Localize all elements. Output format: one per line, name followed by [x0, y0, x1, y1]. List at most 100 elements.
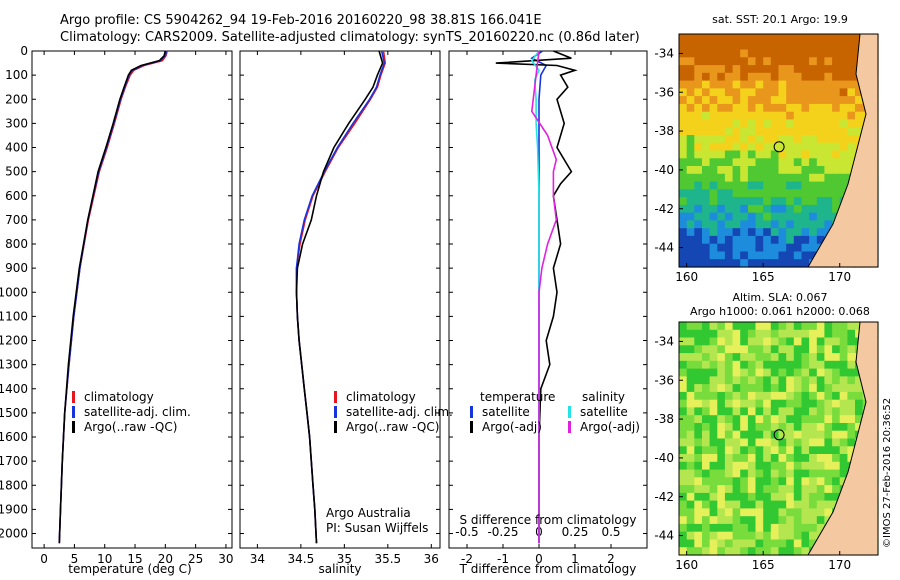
- map-cell: [809, 360, 818, 370]
- map-cell: [724, 80, 734, 89]
- map-cell: [809, 173, 818, 183]
- map-cell: [747, 173, 757, 183]
- map-cell: [732, 111, 741, 121]
- map-cell: [793, 119, 803, 128]
- map-cell: [702, 454, 711, 463]
- map-cell: [770, 423, 780, 432]
- map-cell: [755, 531, 764, 541]
- plot-frame: [239, 50, 441, 549]
- map-cell: [770, 204, 780, 214]
- map-cell: [679, 516, 688, 525]
- map-cell: [679, 228, 688, 237]
- map-cell: [793, 111, 803, 121]
- map-cell: [824, 329, 833, 339]
- s-tick-label: -0.25: [487, 525, 518, 539]
- map-cell: [786, 228, 795, 237]
- map-cell: [724, 508, 734, 517]
- map-cell: [747, 360, 757, 370]
- map-cell: [740, 235, 749, 245]
- map-cell: [755, 158, 764, 167]
- map-x-tick-label: 160: [675, 270, 698, 284]
- map-cell: [824, 142, 833, 152]
- map-cell: [793, 329, 803, 339]
- map-cell: [724, 360, 734, 370]
- map-cell: [786, 423, 795, 432]
- x-tick-label: 5: [71, 552, 79, 566]
- map-cell: [740, 539, 749, 548]
- map-cell: [816, 523, 826, 533]
- map-cell: [816, 111, 826, 121]
- map-cell: [839, 337, 848, 346]
- map-cell: [717, 189, 726, 198]
- map-cell: [709, 166, 718, 175]
- map-cell: [709, 49, 718, 58]
- map-cell: [832, 166, 841, 175]
- series-line: [530, 50, 558, 544]
- map-cell: [686, 88, 695, 97]
- map-cell: [778, 368, 787, 377]
- map-cell: [702, 329, 711, 339]
- map-cell: [847, 57, 856, 66]
- map-cell: [786, 166, 795, 175]
- map-cell: [832, 376, 841, 385]
- map-cell: [679, 446, 688, 455]
- map-cell: [740, 228, 749, 237]
- x-tick-label: 34.5: [288, 552, 315, 566]
- map-cell: [809, 477, 818, 486]
- map-cell: [694, 111, 703, 121]
- map-cell: [694, 399, 703, 409]
- map-cell: [694, 446, 703, 455]
- map-cell: [778, 135, 787, 144]
- map-cell: [686, 65, 695, 74]
- map-cell: [801, 57, 810, 66]
- map-cell: [679, 485, 688, 494]
- map-cell: [724, 88, 734, 97]
- map-y-tick-label: -34: [654, 334, 674, 348]
- map-cell: [686, 469, 695, 478]
- map-cell: [816, 166, 826, 175]
- map-cell: [770, 212, 780, 221]
- map-cell: [724, 72, 734, 82]
- map-cell: [686, 516, 695, 525]
- map-cell: [793, 531, 803, 541]
- map-cell: [801, 259, 810, 268]
- map-cell: [717, 360, 726, 370]
- map-cell: [763, 384, 772, 393]
- map-cell: [679, 197, 688, 206]
- map-cell: [694, 391, 703, 401]
- map-cell: [679, 430, 688, 440]
- map-cell: [740, 531, 749, 541]
- map-cell: [763, 80, 772, 89]
- map-cell: [724, 415, 734, 424]
- map-cell: [740, 500, 749, 509]
- sla-map-title-2: Argo h1000: 0.061 h2000: 0.068: [690, 305, 870, 318]
- map-cell: [679, 41, 688, 51]
- map-cell: [679, 72, 688, 82]
- map-cell: [709, 539, 718, 548]
- map-cell: [793, 423, 803, 432]
- map-cell: [686, 41, 695, 51]
- map-cell: [770, 80, 780, 89]
- map-cell: [770, 243, 780, 253]
- map-cell: [778, 531, 787, 541]
- map-cell: [686, 539, 695, 548]
- map-cell: [755, 251, 764, 260]
- map-cell: [679, 415, 688, 424]
- map-cell: [778, 220, 787, 229]
- map-cell: [717, 446, 726, 455]
- map-cell: [839, 57, 848, 66]
- sst-map: -34 -36 -38 -40 -42 -44 160 165 170: [654, 33, 879, 284]
- map-cell: [717, 384, 726, 393]
- map-cell: [824, 500, 833, 509]
- map-cell: [824, 111, 833, 121]
- map-cell: [747, 212, 757, 221]
- map-cell: [709, 461, 718, 471]
- map-cell: [694, 492, 703, 502]
- map-cell: [778, 96, 787, 105]
- map-cell: [809, 523, 818, 533]
- map-cell: [709, 80, 718, 89]
- map-cell: [709, 96, 718, 105]
- map-cell: [824, 384, 833, 393]
- map-cell: [786, 523, 795, 533]
- map-cell: [755, 189, 764, 198]
